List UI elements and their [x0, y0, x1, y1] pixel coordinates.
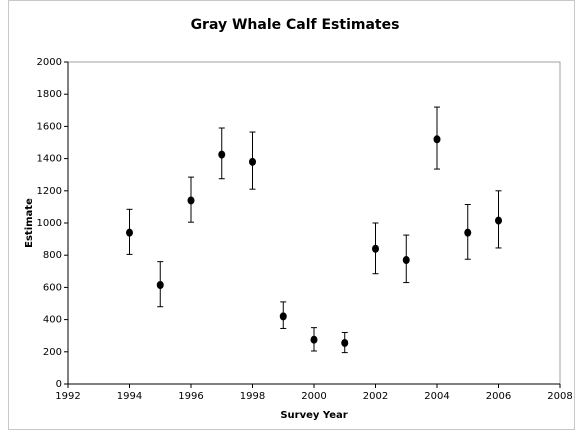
y-tick-label: 800 — [43, 250, 62, 261]
x-tick-label: 1998 — [240, 391, 265, 402]
y-tick-label: 600 — [43, 282, 62, 293]
y-tick-label: 400 — [43, 315, 62, 326]
y-tick-label: 1600 — [37, 121, 62, 132]
point — [218, 150, 226, 159]
y-tick-label: 1800 — [37, 89, 62, 100]
point — [249, 157, 256, 166]
x-tick-label: 2006 — [486, 391, 511, 402]
point — [310, 335, 318, 344]
x-tick-label: 1994 — [117, 391, 142, 402]
x-tick-label: 2000 — [301, 391, 326, 402]
point — [279, 312, 287, 321]
point — [187, 196, 195, 205]
y-axis-label: Estimate — [24, 198, 35, 248]
y-tick-label: 1400 — [37, 154, 62, 165]
y-tick-label: 200 — [43, 347, 62, 358]
y-tick-label: 1200 — [37, 186, 62, 197]
x-tick-label: 2004 — [424, 391, 449, 402]
y-tick-label: 0 — [56, 379, 62, 390]
y-tick-label: 2000 — [37, 57, 62, 68]
x-axis-label: Survey Year — [280, 410, 347, 421]
point — [402, 256, 410, 265]
point — [126, 228, 133, 237]
y-tick-label: 1000 — [37, 218, 62, 229]
x-tick-label: 2002 — [363, 391, 388, 402]
point — [495, 216, 502, 225]
x-tick-label: 2008 — [547, 391, 572, 402]
point — [464, 228, 472, 237]
point — [372, 244, 379, 253]
x-tick-label: 1996 — [178, 391, 203, 402]
point — [341, 338, 349, 347]
point — [156, 280, 164, 289]
x-tick-label: 1992 — [55, 391, 80, 402]
chart-title: Gray Whale Calf Estimates — [191, 17, 400, 33]
point — [433, 135, 441, 144]
